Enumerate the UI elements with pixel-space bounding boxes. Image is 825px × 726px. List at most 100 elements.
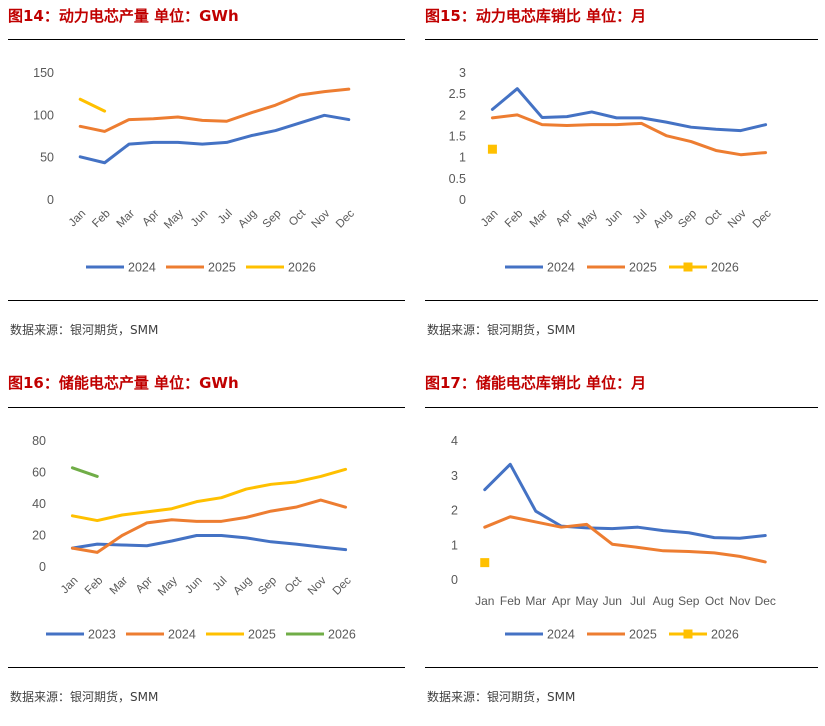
x-tick-label: Sep — [676, 208, 699, 231]
x-tick-label: Apr — [554, 208, 575, 229]
x-tick-label: Jan — [475, 594, 494, 608]
x-tick-label: Aug — [236, 208, 259, 231]
y-tick-label: 0 — [459, 193, 466, 207]
series-2025-line — [483, 515, 767, 564]
series-2024-line — [78, 113, 351, 165]
chart-svg: 0 50 100 150 Jan Feb Mar Apr May Jun Jul Aug Sep Oct N… — [33, 66, 357, 275]
chart-panel-fig16: 图16：储能电芯产量 单位：GWh 0 20 40 60 80 Jan Feb Mar Apr M… — [8, 367, 410, 726]
x-tick-label: Mar — [528, 208, 551, 231]
x-tick-label: Mar — [108, 575, 131, 598]
title-divider — [425, 39, 818, 40]
series-2023-line — [70, 534, 348, 552]
x-tick-label: Jan — [67, 208, 89, 230]
bottom-divider — [425, 300, 818, 301]
y-tick-label: 0.5 — [449, 172, 466, 186]
x-tick-label: Sep — [261, 208, 284, 231]
legend-2025-label: 2025 — [208, 261, 236, 275]
y-tick-label: 2 — [451, 504, 458, 518]
series-2025-line — [78, 87, 351, 133]
source-note: 数据来源：银河期货，SMM — [427, 690, 576, 704]
x-tick-label: Aug — [651, 208, 674, 231]
y-tick-label: 60 — [32, 466, 46, 480]
x-tick-label: Aug — [653, 594, 674, 608]
series-2025-line — [70, 467, 348, 523]
chart-svg: 0 0.5 1 1.5 2 2.5 3 Jan Feb Mar Apr May Jun Jul Aug Sep… — [449, 66, 774, 275]
bottom-divider — [425, 667, 818, 668]
y-tick-label: 2.5 — [449, 87, 466, 101]
series-2025-line — [490, 113, 768, 157]
x-tick-label: Feb — [90, 208, 113, 231]
x-tick-label: Apr — [552, 594, 571, 608]
y-tick-label: 3 — [451, 469, 458, 483]
x-tick-label: Oct — [283, 574, 305, 596]
y-tick-label: 100 — [33, 108, 54, 122]
legend-2025-label: 2025 — [248, 628, 276, 642]
y-tick-label: 150 — [33, 66, 54, 80]
chart-title: 图16：储能电芯产量 单位：GWh — [8, 374, 239, 392]
x-tick-label: Feb — [83, 575, 106, 598]
series-2026-marker — [480, 558, 490, 568]
x-tick-label: Jun — [603, 208, 625, 230]
y-tick-label: 80 — [32, 434, 46, 448]
x-tick-label: Oct — [703, 207, 725, 229]
series-2024-line — [70, 498, 348, 554]
x-tick-label: Dec — [331, 574, 354, 597]
x-tick-label: Sep — [678, 594, 700, 608]
series-2026-marker — [487, 144, 497, 154]
x-tick-label: Jul — [216, 208, 235, 227]
x-tick-label: Jul — [630, 594, 645, 608]
legend-2025-label: 2025 — [629, 261, 657, 275]
legend-2024-label: 2024 — [547, 628, 575, 642]
title-divider — [425, 407, 818, 408]
series-2024-line — [483, 462, 767, 540]
legend-2026-marker — [683, 262, 693, 272]
x-tick-label: Dec — [751, 207, 774, 230]
x-tick-label: May — [162, 207, 186, 231]
x-tick-label: Nov — [310, 207, 333, 230]
y-tick-label: 40 — [32, 497, 46, 511]
chart-svg: 0 1 2 3 4 Jan Feb Mar Apr May Jun Jul Aug Sep Oct Nov De… — [451, 434, 776, 642]
x-tick-label: Jun — [183, 575, 205, 597]
y-tick-label: 0 — [39, 560, 46, 574]
bottom-divider — [8, 300, 405, 301]
series-2026-line — [70, 466, 99, 478]
x-tick-label: Nov — [726, 207, 749, 230]
legend-2026-label: 2026 — [328, 628, 356, 642]
x-tick-label: Jan — [59, 575, 81, 597]
legend-2025-label: 2025 — [629, 628, 657, 642]
x-tick-label: Mar — [115, 208, 138, 231]
y-tick-label: 50 — [40, 151, 54, 165]
legend-2024-label: 2024 — [547, 261, 575, 275]
x-tick-label: Oct — [705, 594, 724, 608]
y-tick-label: 3 — [459, 66, 466, 80]
x-tick-label: May — [575, 594, 598, 608]
legend-2026-label: 2026 — [711, 628, 739, 642]
chart-panel-fig15: 图15：动力电芯库销比 单位：月 0 0.5 1 1.5 2 2.5 3 Jan Feb Mar A… — [425, 0, 825, 360]
x-tick-label: Jan — [479, 208, 501, 230]
x-tick-label: Aug — [231, 575, 254, 598]
x-tick-label: Mar — [525, 594, 546, 608]
source-note: 数据来源：银河期货，SMM — [10, 690, 159, 704]
x-tick-label: Oct — [287, 207, 309, 229]
x-tick-label: Feb — [503, 208, 526, 231]
legend-2024-label: 2024 — [128, 261, 156, 275]
title-divider — [8, 407, 405, 408]
bottom-divider — [8, 667, 405, 668]
y-tick-label: 4 — [451, 434, 458, 448]
chart-title: 图17：储能电芯库销比 单位：月 — [425, 374, 647, 392]
series-2026-line — [78, 97, 107, 113]
legend-2023-label: 2023 — [88, 628, 116, 642]
x-tick-label: Dec — [334, 207, 357, 230]
chart-panel-fig17: 图17：储能电芯库销比 单位：月 0 1 2 3 4 Jan Feb Mar Apr May Jun… — [425, 367, 825, 726]
series-2024-line — [490, 87, 768, 133]
legend-2026-marker — [683, 629, 693, 639]
y-tick-label: 0 — [451, 573, 458, 587]
x-tick-label: Apr — [134, 575, 155, 596]
x-tick-label: Jun — [189, 208, 211, 230]
x-tick-label: Nov — [729, 594, 750, 608]
y-tick-label: 20 — [32, 529, 46, 543]
x-tick-label: Nov — [306, 574, 329, 597]
chart-title: 图15：动力电芯库销比 单位：月 — [425, 7, 647, 25]
y-tick-label: 0 — [47, 193, 54, 207]
x-tick-label: Apr — [140, 208, 161, 229]
